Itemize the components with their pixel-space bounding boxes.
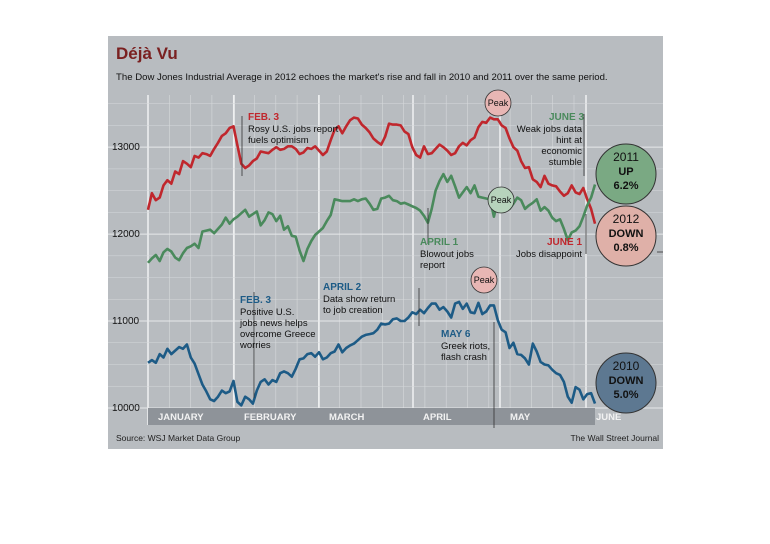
month-label: FEBRUARY [244, 412, 297, 423]
annotation-text: Jobs disappoint [516, 249, 582, 260]
annotation-text: Rosy U.S. jobs report [248, 124, 339, 135]
badge-pct: 0.8% [613, 242, 638, 254]
chart-subtitle: The Dow Jones Industrial Average in 2012… [116, 72, 608, 83]
month-label: JUNE [596, 412, 621, 423]
annotation-april2-2010: APRIL 2 Data show return to job creation [323, 282, 420, 326]
badge-pct: 5.0% [613, 389, 638, 401]
badge-year: 2010 [613, 359, 640, 373]
badge-year: 2012 [613, 212, 640, 226]
badge-year: 2011 [613, 150, 639, 164]
series-line-2011 [147, 172, 597, 264]
chart-panel: JANUARY FEBRUARY MARCH APRIL MAY JUNE 10000 11… [108, 36, 663, 449]
badge-2010: 2010 DOWN 5.0% [595, 352, 657, 414]
annotation-text: stumble [549, 157, 582, 168]
annotation-text: report [420, 260, 445, 271]
series-layer [146, 116, 597, 407]
y-tick-label: 12000 [112, 229, 140, 240]
annotation-text: Weak jobs data [517, 124, 583, 135]
month-label: APRIL [423, 412, 452, 423]
annotation-text: hint at [556, 135, 582, 146]
chart-svg: JANUARY FEBRUARY MARCH APRIL MAY JUNE 10000 11… [108, 36, 663, 449]
peak-marker-2011: Peak [487, 186, 515, 214]
annotation-text: fuels optimism [248, 135, 309, 146]
y-tick-label: 10000 [112, 403, 140, 414]
annotation-date: MAY 6 [441, 329, 471, 340]
annotation-date: APRIL 1 [420, 237, 459, 248]
y-axis: 10000 11000 12000 13000 [112, 142, 140, 414]
annotation-date: JUNE 1 [547, 237, 582, 248]
annotation-june1-2012: JUNE 1 Jobs disappoint [516, 214, 587, 260]
peak-label: Peak [488, 98, 509, 108]
annotation-text: overcome Greece [240, 329, 316, 340]
chart-title: Déjà Vu [116, 44, 178, 63]
annotation-text: economic [541, 146, 582, 157]
source-note: Source: WSJ Market Data Group [116, 433, 241, 443]
series-line-2010 [147, 300, 597, 407]
badge-pct: 6.2% [613, 180, 638, 192]
annotation-text: flash crash [441, 352, 487, 363]
badge-direction: DOWN [609, 375, 644, 387]
month-label: MARCH [329, 412, 364, 423]
annotation-feb3-2010: FEB. 3 Positive U.S. jobs news helps ove… [239, 292, 316, 398]
peak-marker-2012: Peak [484, 89, 512, 117]
annotation-text: Blowout jobs [420, 249, 474, 260]
annotation-date: JUNE 3 [549, 112, 584, 123]
annotation-text: Positive U.S. [240, 307, 294, 318]
annotation-date: FEB. 3 [240, 295, 272, 306]
series-line-2012 [146, 116, 597, 225]
peak-label: Peak [474, 275, 495, 285]
month-label: JANUARY [158, 412, 204, 423]
month-bar [148, 408, 595, 425]
annotation-date: FEB. 3 [248, 112, 280, 123]
annotation-text: Data show return [323, 294, 395, 305]
month-label: MAY [510, 412, 531, 423]
credit-note: The Wall Street Journal [571, 433, 660, 443]
badge-direction: DOWN [609, 228, 644, 240]
peak-marker-2010: Peak [470, 266, 498, 294]
annotation-feb3-2012: FEB. 3 Rosy U.S. jobs report fuels optim… [241, 112, 339, 176]
month-axis: JANUARY FEBRUARY MARCH APRIL MAY JUNE [148, 408, 621, 425]
badge-2012: 2012 DOWN 0.8% [595, 205, 657, 267]
annotation-text: worries [239, 340, 271, 351]
badge-2011: 2011 UP 6.2% [595, 143, 657, 205]
annotation-june3-2011: JUNE 3 Weak jobs data hint at economic s… [517, 112, 584, 176]
y-tick-label: 13000 [112, 142, 140, 153]
badge-direction: UP [618, 166, 633, 178]
annotation-text: jobs news helps [239, 318, 308, 329]
peak-label: Peak [491, 195, 512, 205]
annotation-text: Greek riots, [441, 341, 490, 352]
annotation-april1-2011: APRIL 1 Blowout jobs report [420, 208, 474, 271]
annotation-may6-2010: MAY 6 Greek riots, flash crash [441, 322, 495, 428]
annotation-date: APRIL 2 [323, 282, 362, 293]
y-tick-label: 11000 [112, 316, 140, 327]
annotation-text: to job creation [323, 305, 383, 316]
